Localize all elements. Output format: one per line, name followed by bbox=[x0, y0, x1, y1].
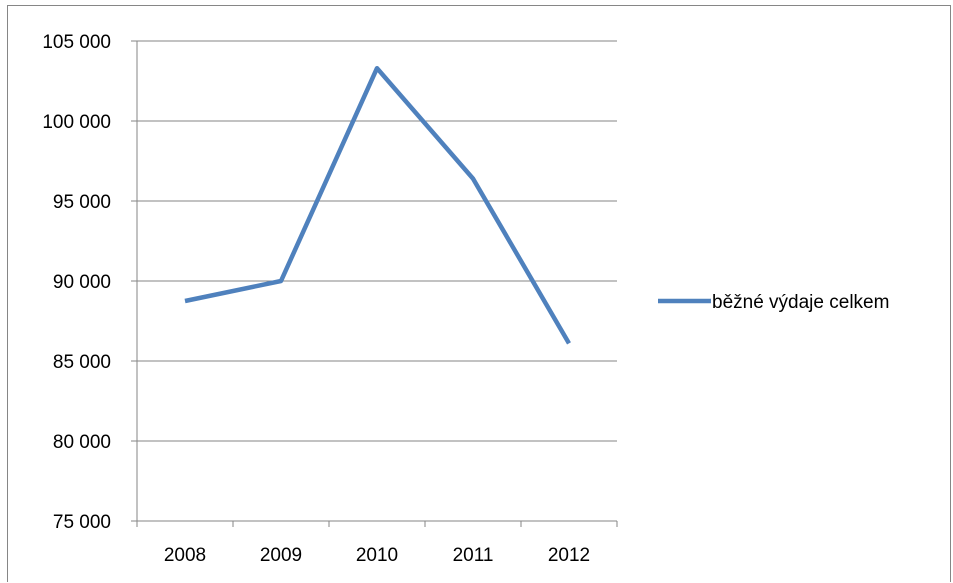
axes bbox=[131, 40, 618, 527]
x-tick-label: 2010 bbox=[356, 545, 398, 566]
x-tick-label: 2009 bbox=[260, 545, 302, 566]
x-tick-label: 2012 bbox=[548, 545, 590, 566]
legend-label: běžné výdaje celkem bbox=[712, 292, 889, 313]
y-tick-label: 95 000 bbox=[53, 192, 111, 213]
y-tick-label: 100 000 bbox=[42, 112, 111, 133]
gridlines bbox=[137, 40, 617, 442]
x-tick-labels: 2008 2009 2010 2011 2012 bbox=[164, 545, 590, 566]
y-tick-label: 85 000 bbox=[53, 352, 111, 373]
y-tick-label: 80 000 bbox=[53, 432, 111, 453]
x-tick-label: 2008 bbox=[164, 545, 206, 566]
y-tick-label: 105 000 bbox=[42, 32, 111, 53]
series-line bbox=[184, 65, 571, 345]
y-tick-labels: 75 000 80 000 85 000 90 000 95 000 100 000 105… bbox=[42, 32, 111, 533]
y-tick-label: 90 000 bbox=[53, 272, 111, 293]
legend: běžné výdaje celkem bbox=[658, 292, 889, 313]
x-tick-label: 2011 bbox=[453, 545, 494, 566]
chart-frame bbox=[7, 5, 951, 582]
series-group bbox=[184, 65, 571, 345]
y-tick-label: 75 000 bbox=[53, 512, 111, 533]
